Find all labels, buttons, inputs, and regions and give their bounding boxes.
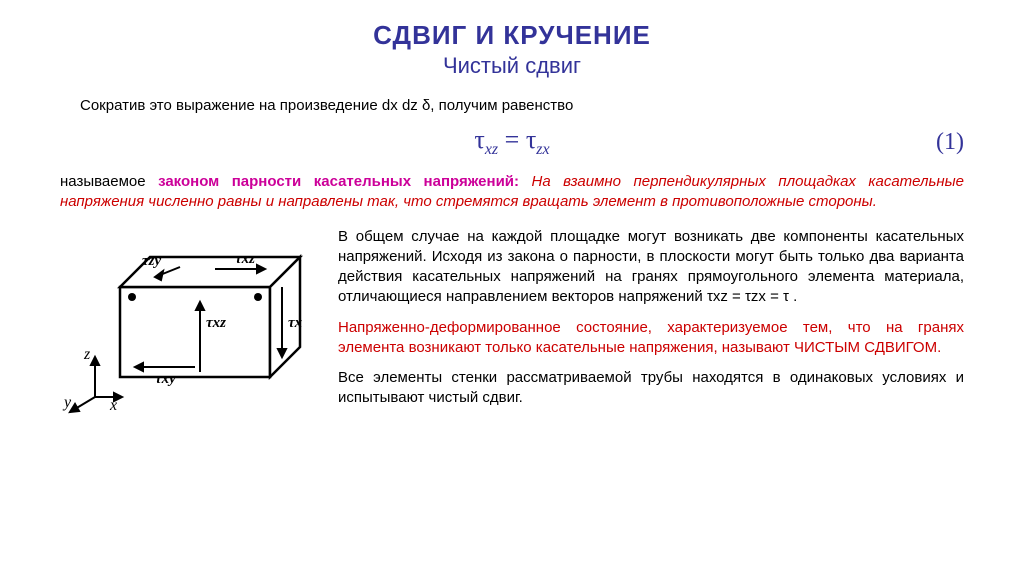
figure-column: z y x τxz τzy τxz τxy τx (60, 227, 320, 422)
axis-z-label: z (83, 346, 91, 363)
shear-diagram: z y x τxz τzy τxz τxy τx (60, 227, 320, 417)
equation-number: (1) (936, 129, 964, 156)
page-subtitle: Чистый сдвиг (60, 53, 964, 79)
law-black: называемое (60, 173, 158, 190)
axis-x-label: x (109, 397, 117, 414)
tau-xz-top-label: τxz (235, 251, 255, 267)
formula-sub-rhs: zx (536, 141, 549, 158)
tau-x-side-label: τx (288, 315, 303, 331)
tau-zy-top-label: τzy (142, 253, 161, 269)
page-title: СДВИГ И КРУЧЕНИЕ (60, 20, 964, 51)
intro-text: Сократив это выражение на произведение d… (60, 97, 964, 114)
formula: τxz = τzx (474, 125, 549, 159)
law-purple: законом парности касательных напряжений: (158, 173, 531, 190)
law-text: называемое законом парности касательных … (60, 172, 964, 213)
two-column-layout: z y x τxz τzy τxz τxy τx В общем случае … (60, 227, 964, 422)
formula-eq: = (498, 125, 526, 154)
paragraph-3: Все элементы стенки рассматриваемой труб… (338, 368, 964, 409)
tau-xy-front-label: τxy (155, 371, 176, 387)
paragraph-2: Напряженно-деформированное состояние, ха… (338, 318, 964, 359)
formula-tau-rhs: τ (526, 125, 536, 154)
text-column: В общем случае на каждой площадке могут … (338, 227, 964, 422)
formula-sub-lhs: xz (485, 141, 498, 158)
formula-row: τxz = τzx (1) (60, 124, 964, 160)
tau-xz-front-label: τxz (206, 315, 226, 331)
formula-tau-lhs: τ (474, 125, 484, 154)
axis-y-label: y (62, 394, 72, 411)
paragraph-1: В общем случае на каждой площадке могут … (338, 227, 964, 308)
